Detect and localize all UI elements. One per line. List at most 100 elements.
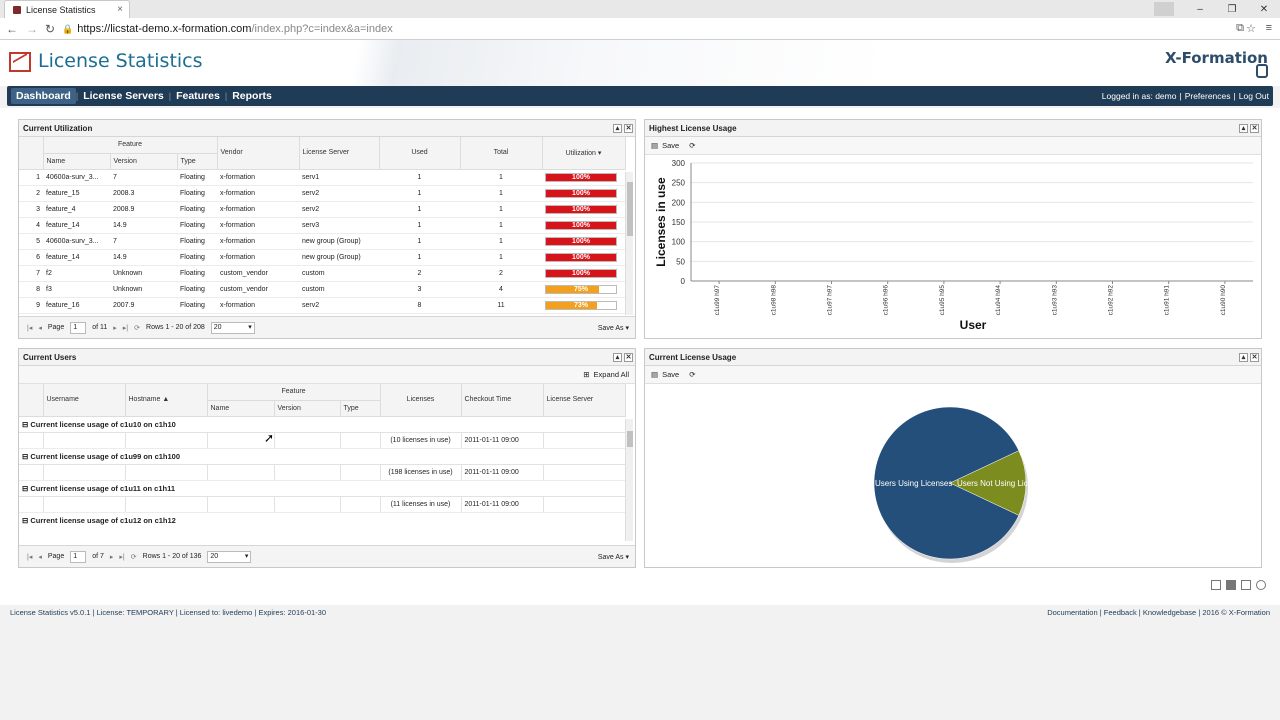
col-total[interactable]: Total <box>460 137 543 170</box>
col-name[interactable]: Name <box>43 153 111 170</box>
col-version[interactable]: Version <box>274 400 341 417</box>
table-row[interactable]: 8 f3 Unknown Floating custom_vendor custom 3 4 7… <box>19 281 625 298</box>
group-header-row[interactable]: ⊟ Current license usage of c1u99 on c1h1… <box>19 448 625 464</box>
table-row[interactable]: (11 licenses in use) 2011-01-11 09:00 <box>19 495 626 513</box>
save-icon[interactable]: ▤ <box>651 370 659 379</box>
knowledgebase-link[interactable]: Knowledgebase <box>1142 608 1197 617</box>
collapse-group-icon[interactable]: ⊟ <box>22 419 31 429</box>
back-icon[interactable]: ← <box>6 22 18 36</box>
page-input[interactable]: 1 <box>70 321 87 334</box>
table-row[interactable]: 4 feature_14 14.9 Floating x-formation serv3 1… <box>19 217 625 234</box>
scrollbar[interactable] <box>625 419 633 541</box>
table-row[interactable]: 1 40600a-surv_3... 7 Floating x-formation ser… <box>19 169 625 186</box>
first-page-icon[interactable]: |◂ <box>27 553 33 561</box>
nav-license-servers[interactable]: License Servers <box>83 90 164 102</box>
documentation-link[interactable]: Documentation <box>1047 608 1098 617</box>
refresh-icon[interactable]: ⟳ <box>130 553 137 561</box>
next-page-icon[interactable]: ▸ <box>109 553 114 561</box>
feedback-link[interactable]: Feedback <box>1103 608 1137 617</box>
expand-icon[interactable]: ⊞ <box>583 370 590 379</box>
first-page-icon[interactable]: |◂ <box>27 324 33 332</box>
reload-icon[interactable]: ↻ <box>45 22 56 36</box>
page-input[interactable]: 1 <box>70 550 87 563</box>
save-chart-button[interactable]: Save <box>662 141 680 150</box>
url-field[interactable]: 🔒 https://licstat-demo.x-formation.com/i… <box>62 21 1262 37</box>
layout-two-column-icon[interactable] <box>1226 580 1236 590</box>
last-page-icon[interactable]: ▸| <box>119 553 125 561</box>
group-header-row[interactable]: ⊟ Current license usage of c1u10 on c1h1… <box>19 416 625 432</box>
collapse-group-icon[interactable]: ⊟ <box>22 483 31 493</box>
table-row[interactable]: (10 licenses in use) 2011-01-11 09:00 <box>19 431 626 449</box>
nav-dashboard[interactable]: Dashboard <box>11 88 76 104</box>
pie-slice[interactable] <box>873 406 1020 560</box>
group-header-row[interactable]: ⊟ Current license usage of c1u11 on c1h1… <box>19 480 625 496</box>
close-panel-icon[interactable]: ✕ <box>1250 123 1259 133</box>
browser-tab[interactable]: License Statistics × <box>4 0 130 18</box>
col-username[interactable]: Username <box>43 384 126 417</box>
col-hostname[interactable]: Hostname ▲ <box>125 384 208 417</box>
close-panel-icon[interactable]: ✕ <box>624 123 633 133</box>
layout-settings-icon[interactable] <box>1256 580 1266 590</box>
nav-reports[interactable]: Reports <box>232 90 272 102</box>
col-checkout-time[interactable]: Checkout Time <box>461 384 544 417</box>
next-page-icon[interactable]: ▸ <box>113 324 117 332</box>
col-licenses[interactable]: Licenses <box>380 384 462 417</box>
save-chart-button[interactable]: Save <box>662 370 680 379</box>
refresh-chart-icon[interactable]: ⟳ <box>689 370 696 379</box>
collapse-group-icon[interactable]: ⊟ <box>22 515 31 525</box>
close-panel-icon[interactable]: ✕ <box>624 352 633 362</box>
save-as-button[interactable]: Save As ▾ <box>597 553 629 561</box>
col-license-server[interactable]: License Server <box>543 384 626 417</box>
last-page-icon[interactable]: ▸| <box>122 324 129 332</box>
save-as-button[interactable]: Save As ▾ <box>597 324 629 332</box>
scrollbar[interactable] <box>625 172 633 315</box>
col-license-server[interactable]: License Server <box>299 137 380 170</box>
collapse-icon[interactable]: ▴ <box>613 352 622 362</box>
col-name[interactable]: Name <box>207 400 275 417</box>
close-window-icon[interactable]: ✕ <box>1259 3 1269 15</box>
rows-per-page-select[interactable]: 20 <box>210 321 255 334</box>
prev-page-icon[interactable]: ◂ <box>38 324 42 332</box>
col-vendor[interactable]: Vendor <box>217 137 300 170</box>
collapse-group-icon[interactable]: ⊟ <box>22 451 31 461</box>
layout-three-column-icon[interactable] <box>1241 580 1251 590</box>
table-row[interactable]: 7 f2 Unknown Floating custom_vendor custom 2 2 1… <box>19 265 625 282</box>
col-type[interactable]: Type <box>177 153 218 170</box>
collapse-icon[interactable]: ▴ <box>1239 352 1248 362</box>
refresh-chart-icon[interactable]: ⟳ <box>689 141 696 150</box>
prev-page-icon[interactable]: ◂ <box>38 553 42 561</box>
table-row[interactable]: 6 feature_14 14.9 Floating x-formation new gr… <box>19 249 625 266</box>
table-row[interactable]: 9 feature_16 2007.9 Floating x-formation serv… <box>19 297 625 314</box>
translate-icon[interactable]: ⧉ <box>1236 22 1244 34</box>
collapse-icon[interactable]: ▴ <box>613 123 622 133</box>
table-row[interactable]: 3 feature_4 2008.9 Floating x-formation serv2… <box>19 201 625 218</box>
table-row[interactable]: (198 licenses in use) 2011-01-11 09:00 <box>19 463 626 481</box>
expand-all-button[interactable]: Expand All <box>593 370 629 379</box>
restore-icon[interactable]: ❐ <box>1227 3 1237 15</box>
rows-per-page-select[interactable]: 20 <box>207 550 252 563</box>
pie-slice[interactable] <box>949 450 1027 516</box>
group-header-row[interactable]: ⊟ Current license usage of c1u12 on c1h1… <box>19 512 625 528</box>
table-row[interactable]: 2 feature_15 2008.3 Floating x-formation serv… <box>19 185 625 202</box>
table-row[interactable]: 5 40600a-surv_3... 7 Floating x-formation new… <box>19 233 625 250</box>
licenses-cell: (198 licenses in use) <box>380 463 462 481</box>
col-type[interactable]: Type <box>340 400 381 417</box>
refresh-icon[interactable]: ⟳ <box>134 324 141 332</box>
col-utilization[interactable]: Utilization ▾ <box>542 137 626 170</box>
layout-one-column-icon[interactable] <box>1211 580 1221 590</box>
col-used[interactable]: Used <box>379 137 461 170</box>
preferences-link[interactable]: Preferences <box>1184 91 1231 101</box>
forward-icon[interactable]: → <box>26 22 38 36</box>
star-icon[interactable]: ☆ <box>1246 23 1256 35</box>
collapse-icon[interactable]: ▴ <box>1239 123 1248 133</box>
nav-features[interactable]: Features <box>176 90 220 102</box>
app-header <box>0 40 1280 86</box>
menu-icon[interactable]: ≡ <box>1265 22 1272 34</box>
logout-link[interactable]: Log Out <box>1238 91 1269 101</box>
close-tab-icon[interactable]: × <box>117 4 123 15</box>
minimize-icon[interactable]: – <box>1197 3 1203 15</box>
save-icon[interactable]: ▤ <box>651 141 659 150</box>
profile-icon[interactable] <box>1154 2 1174 16</box>
col-version[interactable]: Version <box>110 153 178 170</box>
close-panel-icon[interactable]: ✕ <box>1250 352 1259 362</box>
